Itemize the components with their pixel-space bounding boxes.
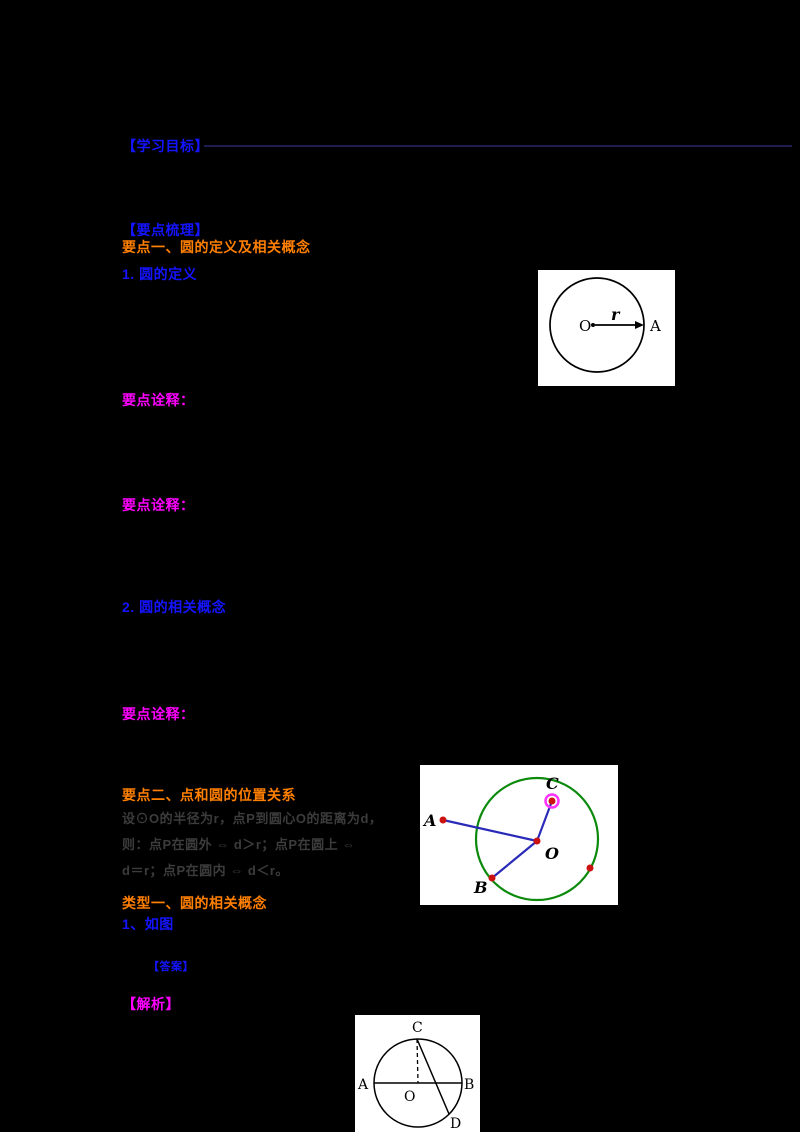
point-O-dot — [533, 837, 541, 845]
analysis-label: 【解析】 — [122, 996, 180, 1012]
label-O: O — [545, 844, 559, 863]
segment-CO-dashed — [416, 1038, 419, 1084]
label-A: A — [422, 811, 436, 830]
label-B: B — [464, 1077, 474, 1093]
point-B-dot — [488, 874, 496, 882]
heading-point2: 要点二、点和圆的位置关系 — [122, 787, 296, 803]
heading-sub2-related-concepts: 2. 圆的相关概念 — [122, 599, 227, 615]
label-center-O: O — [579, 317, 591, 335]
label-A: A — [357, 1077, 369, 1093]
heading-learning-goal: 【学习目标】 — [122, 138, 209, 154]
label-radius-r: r — [611, 305, 621, 324]
note-label-1: 要点诠释： — [122, 392, 195, 408]
point2-body-line-1: 设⊙O的半径为r，点P到圆心O的距离为d， — [122, 811, 383, 826]
point2-body-line-3: d＝r；点P在圆内 ⇔ d＜r。 — [122, 863, 289, 878]
label-B: B — [473, 878, 488, 897]
heading-sub1-circle-definition: 1. 圆的定义 — [122, 266, 198, 282]
label-C: C — [546, 774, 559, 793]
chord-CD — [416, 1038, 450, 1115]
label-O: O — [404, 1089, 415, 1105]
point-C-dot — [548, 797, 556, 805]
heading-outline: 【要点梳理】 — [122, 222, 209, 238]
label-point-A: A — [649, 317, 661, 335]
answer-label: 【答案】 — [148, 961, 194, 973]
diameter-chord-diagram: C A B O D — [355, 1015, 480, 1132]
point-circle-position-diagram: A C O B — [420, 765, 618, 905]
center-dot — [591, 323, 595, 327]
note-label-3: 要点诠释： — [122, 706, 195, 722]
question-1-label: 1、如图 — [122, 916, 174, 932]
green-circle-outline — [474, 776, 600, 902]
heading-point1: 要点一、圆的定义及相关概念 — [122, 239, 311, 255]
heading-type1: 类型一、圆的相关概念 — [122, 895, 267, 911]
point-on-circle-dot — [586, 864, 594, 872]
point-A-dot — [439, 816, 447, 824]
circle-radius-diagram: O r A — [538, 270, 675, 386]
point2-body-line-2: 则：点P在圆外 ⇔ d＞r；点P在圆上 ⇔ — [122, 837, 356, 852]
heading-underline — [204, 145, 792, 147]
label-C: C — [412, 1020, 423, 1036]
label-D: D — [450, 1116, 461, 1132]
point-C-highlight-ring — [544, 793, 560, 809]
segment-OA — [442, 818, 538, 843]
segment-OB — [491, 840, 538, 879]
radius-arrowhead-icon — [635, 321, 644, 329]
note-label-2: 要点诠释： — [122, 497, 195, 513]
